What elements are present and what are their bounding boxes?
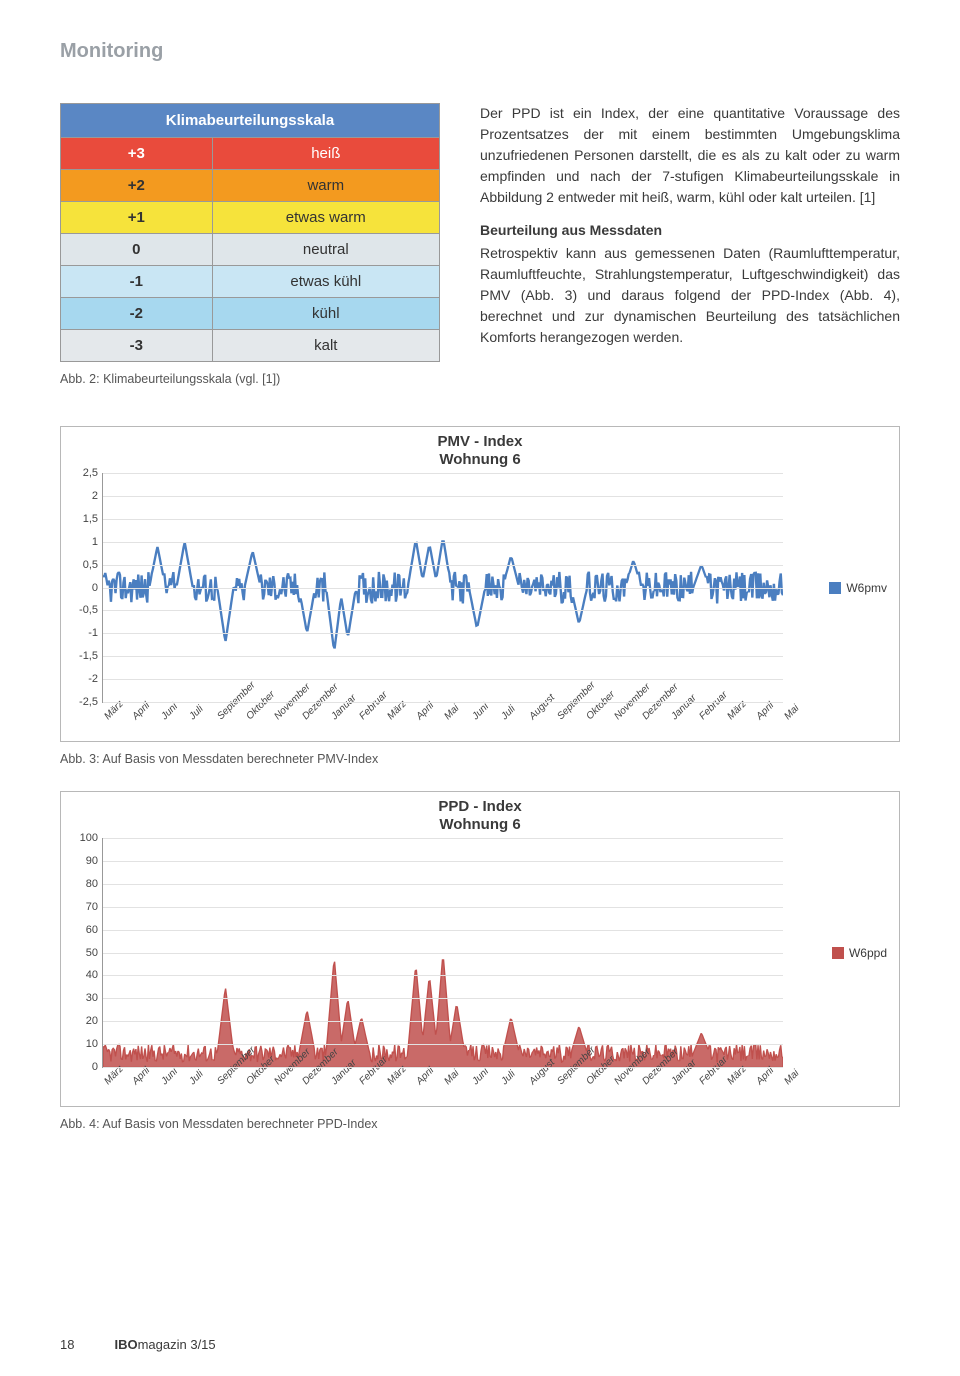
pmv-y-axis-labels: 2,521,510,50-0,5-1-1,5-2-2,5 <box>68 473 100 702</box>
ppd-caption: Abb. 4: Auf Basis von Messdaten berechne… <box>60 1117 900 1131</box>
pmv-legend: W6pmv <box>783 473 893 703</box>
scale-label-cell: kalt <box>212 330 439 362</box>
ppd-y-axis-labels: 1009080706050403020100 <box>68 838 100 1067</box>
magazine-id: IBOmagazin 3/15 <box>114 1337 215 1352</box>
pmv-x-axis-labels: MärzAprilJuniJuliSeptemberOktoberNovembe… <box>103 704 783 732</box>
scale-value-cell: +2 <box>61 170 213 202</box>
scale-label-cell: kühl <box>212 298 439 330</box>
top-row: Klimabeurteilungsskala +3heiß+2warm+1etw… <box>60 103 900 386</box>
scale-row: -2kühl <box>61 298 440 330</box>
scale-row: -3kalt <box>61 330 440 362</box>
pmv-caption: Abb. 3: Auf Basis von Messdaten berechne… <box>60 752 900 766</box>
body-para-2: Retrospektiv kann aus gemessenen Daten (… <box>480 243 900 348</box>
body-para-1: Der PPD ist ein Index, der eine quantita… <box>480 103 900 208</box>
scale-value-cell: 0 <box>61 234 213 266</box>
scale-row: 0neutral <box>61 234 440 266</box>
scale-label-cell: warm <box>212 170 439 202</box>
scale-value-cell: -3 <box>61 330 213 362</box>
scale-value-cell: +1 <box>61 202 213 234</box>
ppd-legend-swatch <box>832 947 844 959</box>
ppd-chart-title: PPD - IndexWohnung 6 <box>67 798 893 834</box>
scale-value-cell: -1 <box>61 266 213 298</box>
scale-caption: Abb. 2: Klimabeurteilungsskala (vgl. [1]… <box>60 372 440 386</box>
klima-scale-table: Klimabeurteilungsskala +3heiß+2warm+1etw… <box>60 103 440 362</box>
pmv-chart-block: PMV - IndexWohnung 6 2,521,510,50-0,5-1-… <box>60 426 900 742</box>
scale-row: +3heiß <box>61 138 440 170</box>
body-subhead: Beurteilung aus Messdaten <box>480 220 900 241</box>
scale-label-cell: etwas warm <box>212 202 439 234</box>
pmv-legend-swatch <box>829 582 841 594</box>
body-text-column: Der PPD ist ein Index, der eine quantita… <box>480 103 900 386</box>
scale-row: -1etwas kühl <box>61 266 440 298</box>
pmv-plot-area: 2,521,510,50-0,5-1-1,5-2-2,5 MärzAprilJu… <box>102 473 783 703</box>
page-number: 18 <box>60 1337 74 1352</box>
scale-value-cell: +3 <box>61 138 213 170</box>
section-title: Monitoring <box>60 40 900 63</box>
scale-row: +2warm <box>61 170 440 202</box>
ppd-x-axis-labels: MärzAprilJuniJuliSeptemberOktoberNovembe… <box>103 1069 783 1097</box>
scale-row: +1etwas warm <box>61 202 440 234</box>
scale-value-cell: -2 <box>61 298 213 330</box>
ppd-plot-area: 1009080706050403020100 MärzAprilJuniJuli… <box>102 838 783 1068</box>
scale-label-cell: heiß <box>212 138 439 170</box>
pmv-legend-label: W6pmv <box>846 581 887 595</box>
scale-label-cell: neutral <box>212 234 439 266</box>
page-footer: 18 IBOmagazin 3/15 <box>60 1337 900 1352</box>
pmv-chart-title: PMV - IndexWohnung 6 <box>67 433 893 469</box>
scale-table-header: Klimabeurteilungsskala <box>61 104 440 138</box>
ppd-legend: W6ppd <box>783 838 893 1068</box>
ppd-chart-block: PPD - IndexWohnung 6 1009080706050403020… <box>60 791 900 1107</box>
ppd-legend-label: W6ppd <box>849 946 887 960</box>
scale-label-cell: etwas kühl <box>212 266 439 298</box>
scale-table-column: Klimabeurteilungsskala +3heiß+2warm+1etw… <box>60 103 440 386</box>
